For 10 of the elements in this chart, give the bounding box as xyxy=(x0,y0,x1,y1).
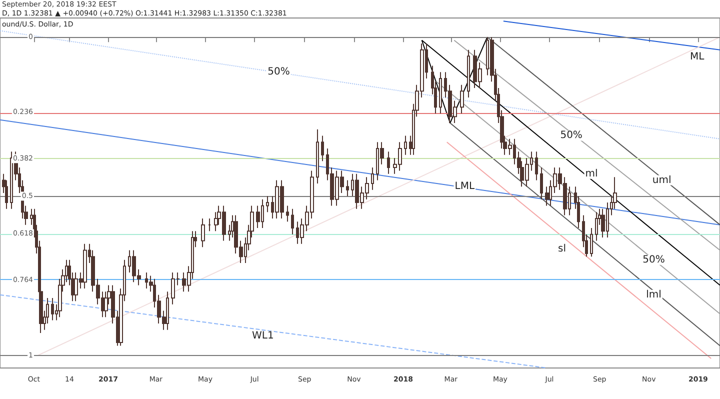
annotation: 50% xyxy=(560,130,582,142)
annotation: ml xyxy=(585,168,598,180)
annotation: LML xyxy=(454,181,475,192)
annotation: ML xyxy=(690,52,705,62)
annotation: 50% xyxy=(642,254,665,266)
annotation: 50% xyxy=(268,66,290,78)
annotation: uml xyxy=(652,174,672,186)
annotation: sl xyxy=(558,244,566,254)
annotation: WL1 xyxy=(252,330,274,342)
annotation: lml xyxy=(646,289,662,300)
